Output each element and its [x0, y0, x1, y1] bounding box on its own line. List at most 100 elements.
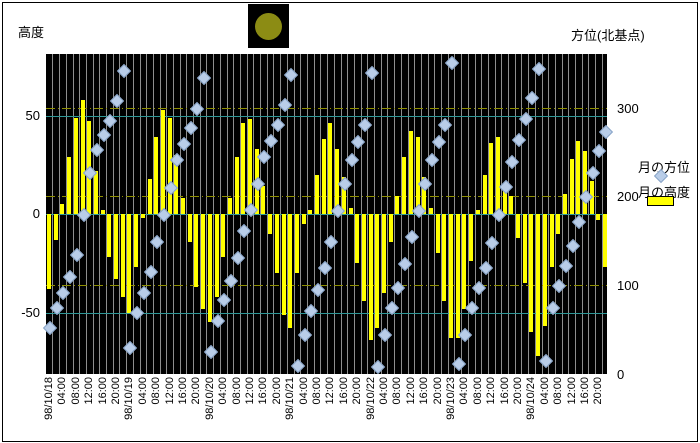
altitude-bar	[348, 208, 353, 214]
altitude-bar	[455, 214, 460, 339]
altitude-bar	[80, 99, 85, 214]
altitude-bar	[60, 204, 65, 214]
altitude-bar	[368, 214, 373, 341]
altitude-bar	[214, 214, 219, 297]
altitude-bar	[221, 214, 226, 258]
altitude-bar	[207, 214, 212, 323]
azimuth-diamond-marker	[42, 321, 58, 336]
x-axis-time-label: 16:00	[337, 377, 350, 405]
altitude-bar	[495, 137, 500, 214]
altitude-bar	[522, 214, 527, 283]
altitude-bar	[301, 214, 306, 224]
altitude-gridline	[46, 312, 607, 314]
altitude-bar	[187, 214, 192, 242]
x-axis-time-label: 08:00	[69, 377, 82, 405]
altitude-bar	[134, 214, 139, 268]
altitude-bar	[174, 154, 179, 214]
altitude-bar	[516, 214, 520, 238]
altitude-bar	[281, 214, 286, 315]
altitude-bar	[335, 149, 340, 214]
altitude-bar	[167, 117, 172, 214]
altitude-bar	[382, 214, 386, 293]
altitude-bar	[93, 170, 98, 214]
x-axis-time-label: 12:00	[485, 377, 498, 405]
altitude-bar	[241, 123, 246, 214]
altitude-bar	[422, 176, 427, 214]
altitude-bar	[147, 178, 152, 214]
x-axis-time-label: 20:00	[351, 377, 364, 405]
altitude-bar	[529, 214, 534, 333]
x-axis-time-label: 12:00	[324, 377, 337, 405]
x-axis-time-label: 08:00	[391, 377, 404, 405]
altitude-bar	[308, 210, 313, 214]
altitude-bar	[248, 119, 252, 214]
x-axis-time-label: 12:00	[404, 377, 417, 405]
x-axis-time-label: 08:00	[230, 377, 243, 405]
x-axis-time-label: 08:00	[471, 377, 484, 405]
left-axis-title: 高度	[18, 25, 45, 40]
x-axis-time-label: 04:00	[217, 377, 230, 405]
altitude-swatch-icon	[647, 196, 674, 206]
altitude-bar	[569, 158, 574, 214]
altitude-bar	[321, 139, 326, 214]
altitude-bar	[415, 137, 420, 214]
x-axis-time-label: 12:00	[163, 377, 176, 405]
altitude-bar	[288, 214, 293, 329]
x-axis-time-label: 08:00	[311, 377, 323, 405]
x-axis-time-label: 12:00	[565, 377, 578, 405]
altitude-bar	[361, 214, 366, 301]
altitude-bar	[395, 196, 400, 214]
x-axis-time-label: 04:00	[458, 377, 471, 405]
x-axis-time-label: 08:00	[150, 377, 163, 405]
altitude-bar	[73, 117, 78, 214]
x-axis-date-label: 98/10/23	[445, 377, 457, 420]
altitude-bar	[402, 156, 407, 214]
x-axis-time-label: 12:00	[244, 377, 256, 405]
altitude-bar	[160, 109, 165, 214]
x-axis-date-label: 98/10/24	[525, 377, 538, 420]
altitude-bar	[442, 214, 447, 301]
altitude-bar	[536, 214, 541, 356]
left-axis-tick-label: 0	[32, 206, 40, 221]
right-axis-tick-label: 100	[617, 277, 639, 293]
left-axis-tick-label: 50	[25, 107, 40, 123]
altitude-bar	[47, 214, 51, 289]
altitude-bar	[408, 131, 413, 214]
x-axis-time-label: 16:00	[579, 377, 591, 405]
azimuth-gridline	[46, 284, 607, 286]
altitude-bar	[227, 198, 232, 214]
right-axis-tick-label: 200	[617, 189, 639, 205]
altitude-bar	[261, 186, 266, 214]
x-axis-time-label: 04:00	[538, 377, 551, 405]
altitude-bar	[549, 214, 554, 268]
altitude-bar	[341, 176, 346, 214]
altitude-bar	[268, 214, 273, 234]
x-axis-time-label: 20:00	[190, 377, 203, 405]
x-axis-date-label: 98/10/22	[364, 377, 377, 420]
x-axis-date-label: 98/10/20	[203, 377, 216, 420]
altitude-bar	[107, 214, 112, 258]
altitude-bar	[502, 182, 507, 214]
moon-disc-icon	[255, 13, 282, 40]
altitude-bar	[100, 210, 105, 214]
left-axis-tick-label: -50	[21, 304, 40, 320]
x-axis-time-label: 08:00	[552, 377, 565, 405]
right-axis-tick-label: 0	[617, 366, 625, 382]
altitude-gridline	[46, 214, 607, 215]
altitude-bar	[355, 214, 360, 264]
altitude-bar	[388, 214, 393, 242]
altitude-bar	[67, 156, 72, 214]
x-axis-time-label: 16:00	[177, 377, 189, 405]
x-axis-date-label: 98/10/18	[43, 377, 55, 420]
altitude-bar	[482, 174, 487, 214]
x-axis-time-label: 12:00	[83, 377, 96, 405]
x-axis-time-label: 16:00	[418, 377, 431, 405]
altitude-bar	[603, 214, 608, 268]
altitude-bar	[294, 214, 299, 274]
x-axis-time-label: 04:00	[297, 377, 310, 405]
altitude-bar	[596, 214, 601, 220]
x-axis-time-label: 16:00	[96, 377, 109, 405]
altitude-bar	[509, 196, 514, 214]
